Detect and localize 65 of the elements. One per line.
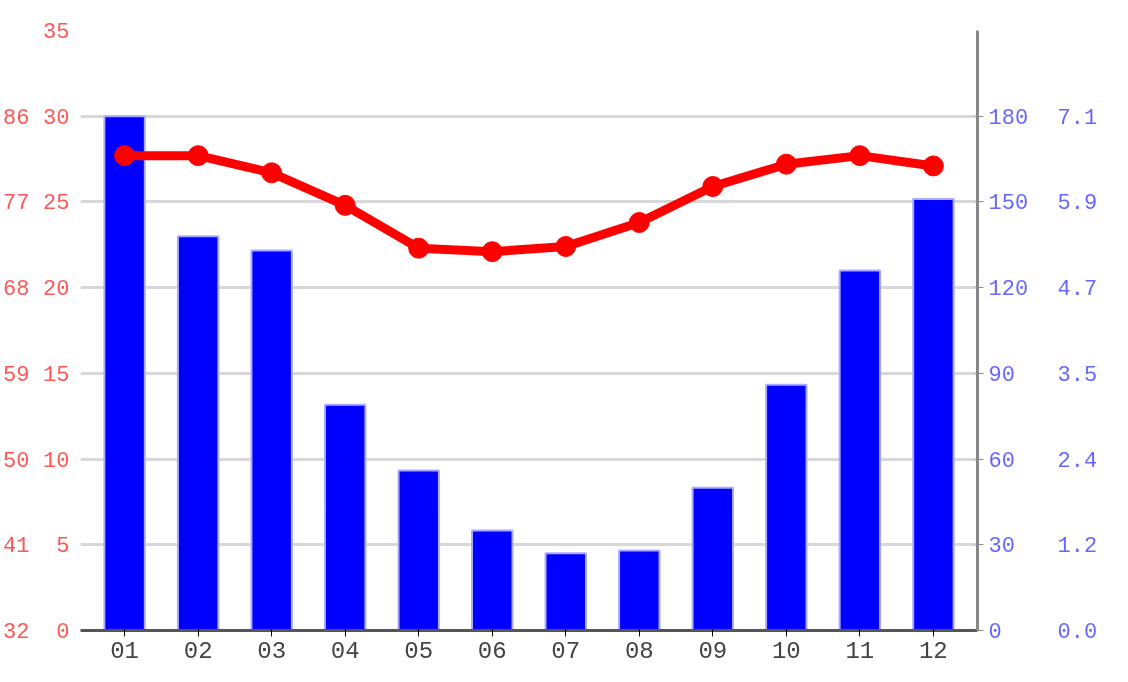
bar [618,549,661,631]
text: 7.1 [1057,105,1098,131]
text: 4.7 [1057,277,1098,303]
x-tick-label: 05 [404,637,434,665]
y3-tick-label: 50 [3,448,30,474]
x-tick-label: 04 [330,637,360,665]
point [408,237,430,259]
text: 5.9 [1057,191,1098,217]
y2-tick-label: 90 [988,362,1015,388]
x-tick-label: 11 [845,637,875,665]
y-tick-label: 0 [56,620,70,645]
y2-tick-label: 120 [988,277,1029,303]
y2-tick-label: 180 [988,105,1029,131]
y-tick-label: 25 [43,191,70,217]
bar [397,469,440,631]
y2-tick-label: 150 [988,191,1029,217]
y2-tick-label: 0 [988,620,1002,645]
y-tick-label: 30 [43,105,70,131]
bar [323,403,367,631]
text: 0.0 [1057,620,1098,645]
bar [912,198,955,631]
y2-tick-label: 30 [988,534,1015,560]
x-tick-label: 06 [477,637,507,665]
point [775,153,797,175]
point [628,212,650,233]
x-tick-label: 07 [551,637,581,665]
point [114,145,136,167]
x-tick-label: 02 [183,637,213,665]
bar [838,269,882,631]
y3-tick-label: 86 [3,105,30,131]
y-tick-label: 15 [43,362,70,388]
text: 1.2 [1057,534,1098,560]
y-tick-label: 10 [43,448,70,474]
bar [250,249,293,631]
bar [471,529,514,631]
point [334,194,356,216]
point [187,145,209,167]
point [555,236,577,257]
point [922,155,944,177]
point [849,145,871,167]
bar [765,383,808,631]
x-tick-label: 10 [771,637,801,665]
point [702,176,724,197]
x-tick-label: 08 [624,637,654,665]
y-tick-label: 20 [43,277,70,303]
x-tick-label: 01 [110,637,140,665]
x-tick-label: 03 [257,637,287,665]
y3-tick-label: 32 [3,620,30,645]
text: 2.4 [1057,448,1098,474]
bar [691,486,735,631]
point [261,162,283,184]
y3-tick-label: 68 [3,277,30,303]
bar [176,235,220,631]
bar [103,115,146,631]
y-tick-label: 5 [56,534,70,560]
bar [544,552,587,631]
text: 3.5 [1057,362,1098,388]
y2-tick-label: 60 [988,448,1015,474]
x-tick-label: 12 [918,637,948,665]
y3-tick-label: 77 [3,191,30,217]
x-tick-label: 09 [698,637,728,665]
y3-tick-label: 41 [3,534,30,560]
y-tick-label: 35 [43,20,70,45]
y3-tick-label: 59 [3,362,30,388]
point [481,241,503,263]
